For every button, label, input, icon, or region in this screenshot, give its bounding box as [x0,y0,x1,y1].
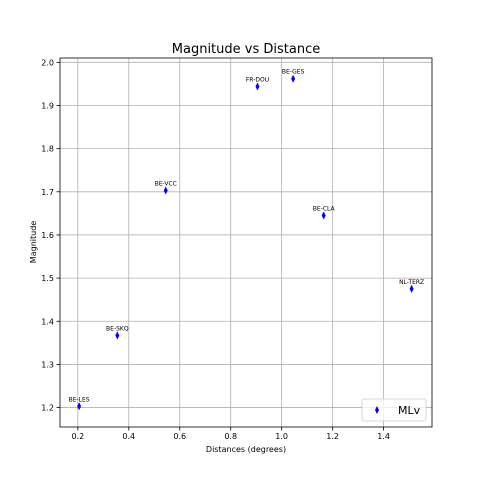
y-tick-label: 1.7 [41,188,54,197]
data-point-label: NL-TERZ [399,279,424,286]
data-point [77,402,82,411]
y-tick-label: 1.8 [41,145,54,154]
y-tick-label: 2.0 [41,58,54,67]
x-tick-label: 1.2 [326,432,339,441]
y-tick-label: 1.2 [41,404,54,413]
x-tick-label: 1.0 [275,432,288,441]
data-point-label: BE-VCC [155,180,177,187]
x-tick-label: 0.8 [224,432,237,441]
x-tick-label: 1.4 [377,432,390,441]
data-point-label: BE-GES [282,69,305,76]
chart-title: Magnitude vs Distance [172,42,320,57]
legend-marker [375,406,379,414]
y-axis-label: Magnitude [29,221,38,263]
x-tick-label: 0.6 [173,432,186,441]
data-point-label: BE-LES [69,396,90,403]
y-tick-label: 1.6 [41,231,54,240]
grid [60,58,432,427]
data-points: BE-LES BE-SKQ BE-VCC FR-DOU BE-GES BE-CLA NL-T… [69,69,424,411]
y-axis-ticks: 1.2 1.3 1.4 1.5 1.6 1.7 1.8 1.9 2.0 [41,58,60,413]
data-point [409,284,414,293]
data-point [163,186,168,195]
legend-entry-label: MLv [398,404,421,417]
data-point-label: FR-DOU [246,76,269,83]
y-tick-label: 1.3 [41,360,54,369]
data-point [291,74,296,83]
y-tick-label: 1.9 [41,101,54,110]
x-axis-ticks: 0.2 0.4 0.6 0.8 1.0 1.2 1.4 [71,427,390,441]
data-point-label: BE-SKQ [106,326,129,333]
data-point [255,82,260,91]
x-tick-label: 0.4 [122,432,135,441]
legend-box [361,398,427,422]
data-point-label: BE-CLA [313,206,336,213]
x-tick-label: 0.2 [71,432,84,441]
x-axis-label: Distances (degrees) [206,445,286,454]
data-point [321,211,326,220]
legend: MLv [361,398,427,422]
data-point [115,331,120,340]
y-tick-label: 1.4 [41,317,54,326]
y-tick-label: 1.5 [41,274,54,283]
plot-area-frame [59,57,433,428]
